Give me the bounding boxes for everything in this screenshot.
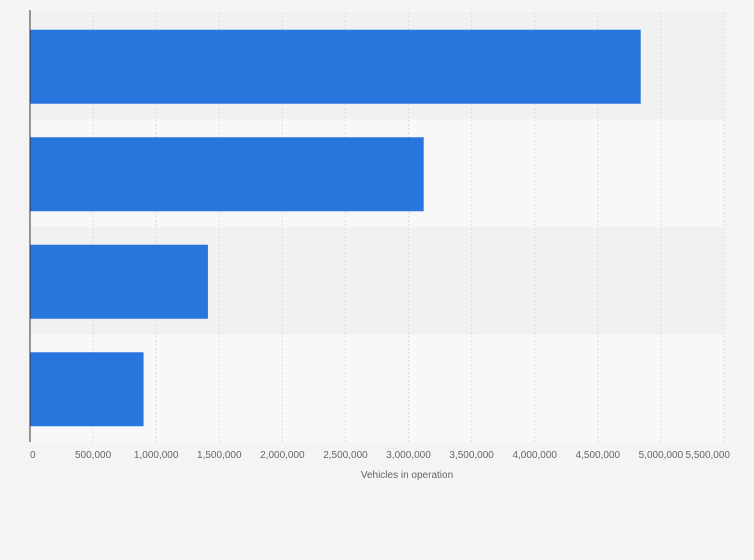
x-tick-label: 3,000,000 bbox=[386, 450, 431, 461]
x-tick-label: 1,500,000 bbox=[197, 450, 242, 461]
x-tick-label: 4,000,000 bbox=[512, 450, 557, 461]
x-tick-label: 1,000,000 bbox=[134, 450, 179, 461]
x-tick-label: 5,500,000 bbox=[686, 450, 731, 461]
x-tick-label: 3,500,000 bbox=[449, 450, 494, 461]
x-tick-label: 4,500,000 bbox=[576, 450, 621, 461]
x-tick-label: 500,000 bbox=[75, 450, 112, 461]
x-tick-label: 2,000,000 bbox=[260, 450, 305, 461]
bar bbox=[30, 137, 424, 212]
x-tick-label: 2,500,000 bbox=[323, 450, 368, 461]
x-tick-label: 5,000,000 bbox=[639, 450, 684, 461]
row-band bbox=[30, 334, 724, 442]
bar bbox=[30, 29, 641, 104]
x-axis-title: Vehicles in operation bbox=[361, 470, 453, 481]
bars bbox=[30, 29, 641, 427]
x-tick-label: 0 bbox=[30, 450, 36, 461]
bar bbox=[30, 352, 144, 427]
bar bbox=[30, 244, 208, 319]
x-tick-labels: 0 500,000 1,000,000 1,500,000 2,000,000 2,500… bbox=[30, 450, 730, 461]
